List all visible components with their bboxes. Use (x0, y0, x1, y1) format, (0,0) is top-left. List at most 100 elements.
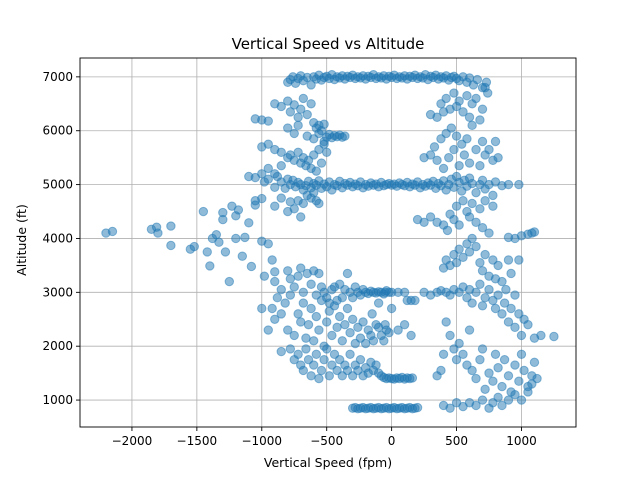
scatter-point (441, 317, 451, 327)
scatter-point (467, 198, 477, 209)
scatter-point (412, 402, 423, 413)
scatter-point (467, 233, 477, 244)
scatter-point (493, 152, 503, 163)
scatter-point (536, 330, 546, 341)
scatter-point (480, 196, 490, 206)
x-tick-label: −500 (310, 434, 343, 448)
scatter-point (276, 309, 286, 319)
scatter-point (340, 319, 350, 330)
scatter-point (516, 330, 527, 341)
scatter-point (406, 330, 416, 341)
scatter-point (471, 93, 481, 104)
scatter-point (516, 349, 527, 359)
scatter-point (503, 317, 514, 327)
scatter-point (166, 240, 176, 251)
plot-frame (79, 57, 577, 428)
scatter-point (314, 198, 324, 209)
scatter-point (276, 147, 286, 157)
scatter-point (289, 330, 299, 341)
scatter-point (471, 217, 481, 227)
scatter-point (467, 298, 477, 308)
scatter-point (198, 206, 209, 217)
scatter-point (471, 373, 481, 384)
scatter-point (471, 287, 481, 298)
scatter-point (432, 112, 442, 122)
scatter-point (334, 311, 345, 322)
scatter-point (316, 158, 327, 168)
axes-layer: −2000 −1500 −1000 −500 0 500 1000 1000 2000 3000 4… (42, 57, 577, 448)
scatter-point (493, 260, 503, 271)
scatter-point (319, 139, 329, 149)
scatter-point (477, 136, 488, 147)
scatter-point (480, 384, 490, 394)
scatter-point (329, 301, 340, 311)
scatter-point (283, 123, 293, 133)
scatter-point (347, 314, 358, 324)
scatter-point (529, 227, 540, 237)
scatter-point (360, 338, 371, 349)
scatter-point (276, 346, 286, 357)
scatter-point (462, 91, 472, 101)
x-tick-label: −2000 (112, 434, 153, 448)
scatter-point (240, 232, 250, 243)
scatter-point (276, 101, 286, 112)
scatter-point (345, 349, 355, 359)
scatter-point (205, 261, 215, 271)
scatter-point (445, 403, 455, 413)
scatter-point (410, 295, 420, 306)
scatter-point (337, 293, 347, 303)
scatter-point (324, 371, 334, 381)
scatter-point (316, 365, 327, 376)
scatter-point (371, 360, 381, 370)
scatter-point (506, 303, 516, 314)
scatter-point (399, 319, 410, 330)
scatter-point (503, 232, 514, 243)
y-tick-label: 7000 (42, 70, 73, 84)
scatter-point (523, 319, 533, 330)
scatter-point (497, 400, 507, 411)
scatter-point (467, 365, 477, 376)
scatter-point (296, 263, 306, 273)
scatter-point (276, 193, 286, 203)
scatter-point (529, 357, 540, 368)
scatter-point (107, 226, 118, 237)
scatter-point (497, 381, 507, 392)
scatter-point (493, 363, 503, 373)
scatter-point (263, 174, 273, 184)
scatter-point (510, 290, 520, 300)
scatter-point (449, 144, 459, 155)
scatter-point (519, 365, 529, 376)
scatter-point (475, 279, 485, 289)
scatter-point (458, 107, 468, 117)
scatter-point (368, 336, 379, 346)
scatter-point (342, 268, 353, 279)
scatter-point (257, 303, 267, 314)
scatter-point (301, 344, 311, 354)
scatter-point (270, 276, 280, 287)
scatter-point (332, 322, 342, 333)
scatter-point (475, 115, 485, 125)
scatter-point (270, 267, 280, 277)
scatter-point (499, 354, 510, 365)
scatter-point (298, 93, 309, 104)
scatter-point (267, 255, 277, 265)
y-tick-label: 6000 (42, 124, 73, 138)
scatter-point (549, 331, 559, 342)
scatter-point (458, 349, 468, 359)
scatter-point (283, 325, 293, 335)
scatter-point (337, 336, 347, 346)
scatter-point (454, 161, 464, 171)
scatter-point (459, 150, 470, 160)
scatter-point (270, 201, 280, 211)
scatter-point (458, 196, 468, 206)
scatter-point (432, 155, 442, 166)
scatter-point (438, 349, 449, 359)
scatter-point (510, 360, 520, 370)
scatter-point (499, 298, 510, 308)
scatter-point (231, 233, 241, 244)
x-axis-title: Vertical Speed (fpm) (264, 455, 392, 470)
scatter-point (488, 190, 498, 201)
scatter-point (314, 325, 324, 335)
scatter-point (399, 287, 410, 298)
